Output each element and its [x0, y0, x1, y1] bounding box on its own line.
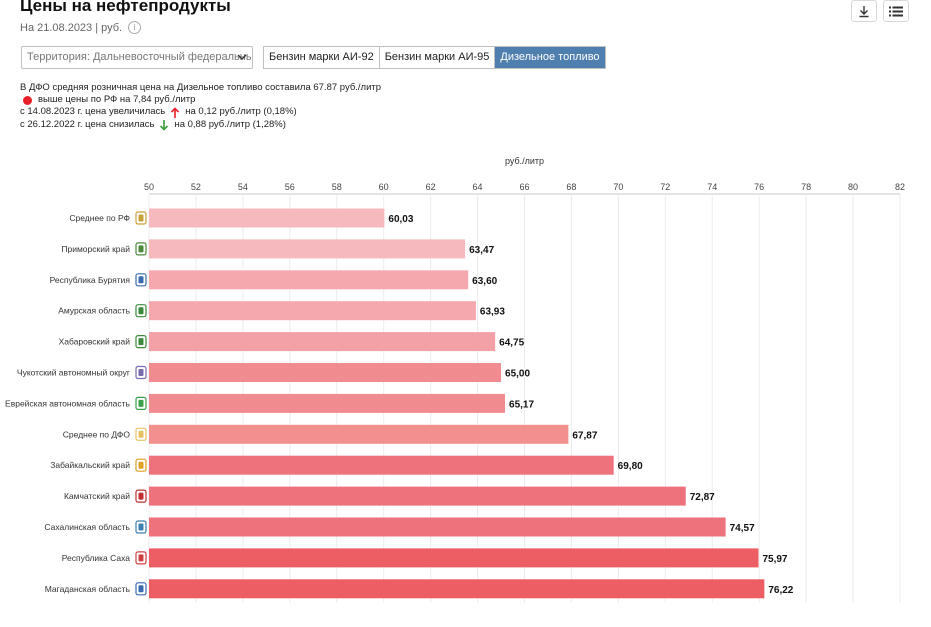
category-label: Приморский край: [61, 244, 130, 254]
bar-value-label: 64,75: [499, 338, 524, 349]
tab-diesel[interactable]: Дизельное топливо: [495, 47, 605, 68]
page-title: Цены на нефтепродукты: [20, 0, 231, 15]
bar-value-label: 60,03: [388, 214, 413, 225]
summary-week-text-b: на 0,12 руб./литр (0,18%): [185, 106, 297, 118]
bar: [149, 455, 614, 475]
category-label: Республика Саха: [62, 553, 131, 563]
summary-line-compare: выше цены по РФ на 7,84 руб./литр: [20, 94, 381, 106]
x-tick-label: 60: [379, 182, 389, 192]
x-tick-label: 62: [426, 182, 436, 192]
region-emblem-icon-inner: [138, 338, 144, 346]
summary-year-text-a: с 26.12.2022 г. цена снизилась: [20, 118, 155, 130]
category-label: Забайкальский край: [50, 460, 130, 470]
red-dot-icon: [23, 95, 32, 105]
bar-value-label: 63,47: [469, 245, 494, 256]
menu-button[interactable]: [883, 0, 909, 22]
x-tick-label: 56: [285, 182, 295, 192]
x-axis-unit-label: руб./литр: [505, 156, 544, 166]
bar: [149, 208, 385, 228]
summary-year-text-b: на 0,88 руб./литр (1,28%): [174, 118, 286, 130]
date-unit-label: На 21.08.2023 | руб.: [20, 21, 123, 34]
bar: [149, 424, 569, 444]
summary-line-avg: В ДФО средняя розничная цена на Дизельно…: [20, 82, 382, 93]
x-tick-label: 58: [332, 182, 342, 192]
download-button[interactable]: [851, 0, 877, 22]
bar-value-label: 63,60: [472, 276, 497, 287]
region-emblem-icon-inner: [138, 461, 144, 469]
x-tick-label: 74: [707, 182, 717, 192]
bar: [149, 548, 759, 568]
x-tick-label: 68: [566, 182, 576, 192]
download-icon: [859, 5, 869, 17]
region-emblem-icon-inner: [138, 523, 144, 531]
page-subtitle: На 21.08.2023 | руб. i: [20, 21, 142, 34]
x-tick-label: 78: [801, 182, 811, 192]
tab-ai92[interactable]: Бензин марки АИ-92: [264, 47, 380, 68]
bar-value-label: 65,17: [509, 399, 534, 410]
chevron-down-icon: [237, 54, 247, 60]
region-emblem-icon-inner: [138, 214, 144, 222]
bar: [149, 517, 726, 537]
region-emblem-icon-inner: [138, 245, 144, 253]
tab-ai95[interactable]: Бензин марки АИ-95: [380, 47, 496, 68]
x-tick-label: 80: [848, 182, 858, 192]
category-label: Чукотский автономный округ: [17, 368, 130, 378]
x-tick-label: 70: [613, 182, 623, 192]
bar-value-label: 75,97: [762, 554, 787, 565]
category-label: Среднее по ДФО: [63, 429, 131, 439]
bar: [149, 486, 686, 506]
bar-value-label: 63,93: [480, 307, 505, 318]
x-tick-label: 76: [754, 182, 764, 192]
category-label: Камчатский край: [64, 491, 130, 501]
bar-value-label: 76,22: [768, 585, 793, 596]
x-tick-label: 54: [238, 182, 248, 192]
x-tick-label: 82: [895, 182, 905, 192]
summary-block: В ДФО средняя розничная цена на Дизельно…: [20, 82, 381, 131]
summary-line-year: с 26.12.2022 г. цена снизилась на 0,88 р…: [20, 119, 381, 131]
bar-value-label: 67,87: [572, 430, 597, 441]
category-label: Республика Бурятия: [50, 275, 131, 285]
category-label: Сахалинская область: [44, 522, 130, 532]
bar: [149, 332, 496, 352]
category-label: Еврейская автономная область: [5, 398, 131, 408]
bar-value-label: 72,87: [690, 492, 715, 503]
menu-icon: [889, 6, 903, 16]
region-emblem-icon-inner: [138, 307, 144, 315]
region-emblem-icon-inner: [138, 492, 144, 500]
region-emblem-icon-inner: [138, 554, 144, 562]
region-emblem-icon-inner: [138, 399, 144, 407]
bar: [149, 363, 502, 382]
category-label: Магаданская область: [45, 584, 131, 594]
territory-select-value: Территория: Дальневосточный федеральный …: [27, 51, 253, 63]
summary-compare-text: выше цены по РФ на 7,84 руб./литр: [38, 94, 196, 106]
bar: [149, 239, 466, 259]
bar-value-label: 74,57: [730, 523, 755, 534]
region-emblem-icon-inner: [138, 369, 144, 376]
region-emblem-icon-inner: [138, 585, 144, 593]
x-tick-label: 50: [144, 182, 154, 192]
summary-line-week: с 14.08.2023 г. цена увеличилась на 0,12…: [20, 106, 381, 118]
bar: [149, 393, 506, 413]
category-label: Амурская область: [58, 306, 130, 316]
bar: [149, 270, 469, 290]
summary-week-text-a: с 14.08.2023 г. цена увеличилась: [20, 106, 166, 118]
x-tick-label: 66: [519, 182, 529, 192]
arrow-up-icon: [171, 106, 180, 118]
fuel-tabs: Бензин марки АИ-92 Бензин марки АИ-95 Ди…: [263, 46, 606, 69]
x-tick-label: 72: [660, 182, 670, 192]
bar: [149, 579, 765, 599]
region-emblem-icon-inner: [138, 430, 144, 438]
bar-value-label: 69,80: [618, 461, 643, 472]
region-emblem-icon-inner: [138, 276, 144, 284]
x-tick-label: 64: [473, 182, 483, 192]
territory-select[interactable]: Территория: Дальневосточный федеральный …: [21, 46, 253, 69]
bar-value-label: 65,00: [505, 369, 530, 380]
x-tick-label: 52: [191, 182, 201, 192]
bar: [149, 301, 476, 321]
category-label: Хабаровский край: [59, 337, 131, 347]
info-icon[interactable]: i: [128, 21, 142, 34]
category-label: Среднее по РФ: [69, 213, 130, 223]
arrow-down-icon: [160, 119, 169, 131]
